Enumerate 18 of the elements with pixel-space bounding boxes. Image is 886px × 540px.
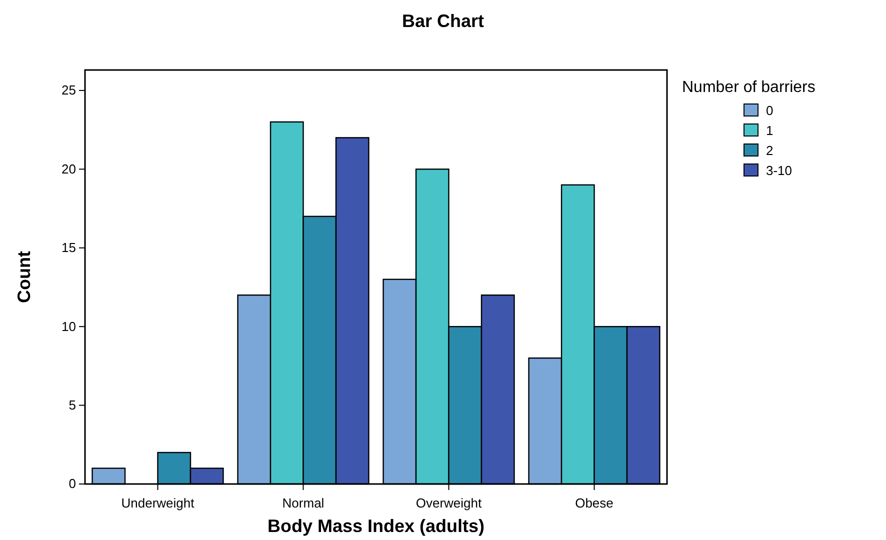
x-tick-label: Obese xyxy=(575,495,614,510)
x-tick-label: Overweight xyxy=(416,495,482,510)
y-tick-label: 5 xyxy=(68,397,76,412)
y-tick-label: 0 xyxy=(68,476,76,492)
y-tick-label: 15 xyxy=(62,240,76,256)
x-tick-label: Underweight xyxy=(121,495,195,510)
legend-title: Number of barriers xyxy=(682,79,816,96)
x-tick-label: Normal xyxy=(282,495,324,510)
legend-label: 0 xyxy=(766,103,774,118)
y-axis-title: Count xyxy=(14,251,34,303)
legend-label: 2 xyxy=(766,143,774,158)
x-axis-title: Body Mass Index (adults) xyxy=(267,516,485,536)
legend-label: 1 xyxy=(766,123,774,138)
y-tick-label: 20 xyxy=(62,161,76,176)
chart-title: Bar Chart xyxy=(402,11,484,31)
y-tick-label: 25 xyxy=(62,82,76,98)
legend-label: 3-10 xyxy=(766,163,792,178)
y-tick-label: 10 xyxy=(62,318,76,334)
